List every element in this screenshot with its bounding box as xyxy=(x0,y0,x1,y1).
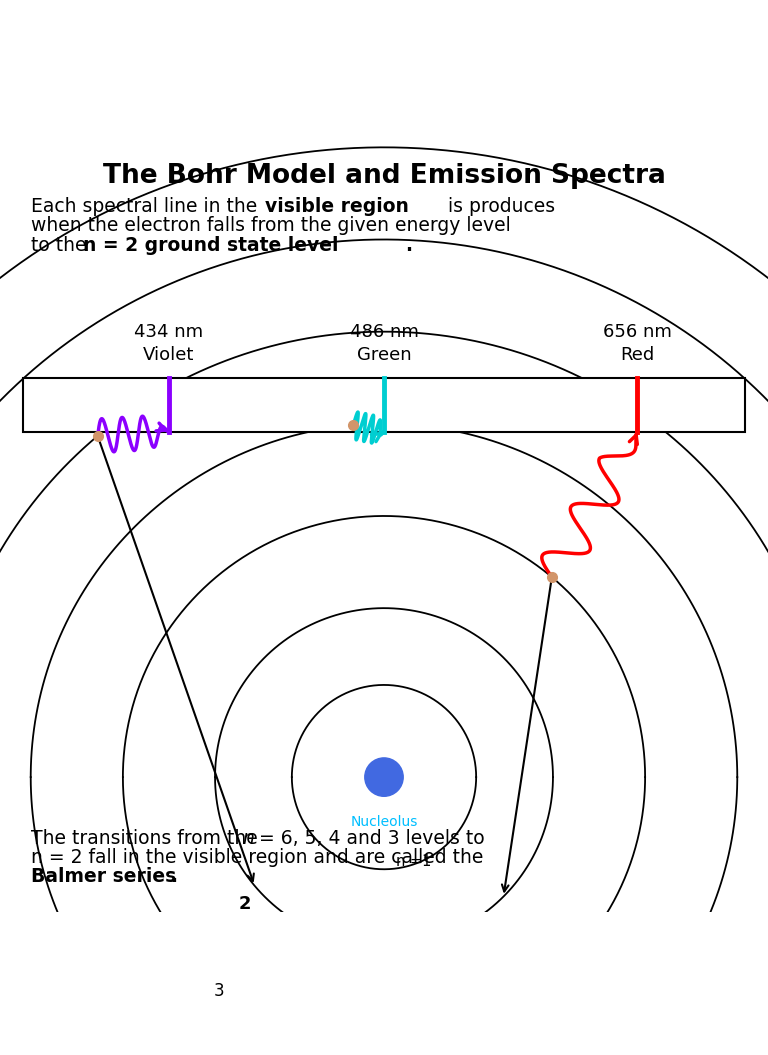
Text: when the electron falls from the given energy level: when the electron falls from the given e… xyxy=(31,216,511,235)
Circle shape xyxy=(365,757,403,797)
Text: Each spectral line in the: Each spectral line in the xyxy=(31,197,263,216)
Text: to the: to the xyxy=(31,235,92,254)
Text: Nucleolus: Nucleolus xyxy=(350,816,418,829)
Text: Green: Green xyxy=(356,346,412,364)
Text: 2: 2 xyxy=(239,896,252,914)
Text: Violet: Violet xyxy=(144,346,194,364)
Bar xyxy=(23,378,745,431)
Text: 486 nm: 486 nm xyxy=(349,323,419,341)
Text: Red: Red xyxy=(621,346,654,364)
Text: = 6, 5, 4 and 3 levels to: = 6, 5, 4 and 3 levels to xyxy=(253,828,485,847)
Text: Balmer series: Balmer series xyxy=(31,867,176,886)
Text: 3: 3 xyxy=(214,982,224,1000)
Text: .: . xyxy=(406,235,412,254)
Text: 434 nm: 434 nm xyxy=(134,323,204,341)
Text: n = 2 ground state level: n = 2 ground state level xyxy=(83,235,339,254)
Text: The Bohr Model and Emission Spectra: The Bohr Model and Emission Spectra xyxy=(103,162,665,189)
Text: 656 nm: 656 nm xyxy=(603,323,672,341)
Text: visible region: visible region xyxy=(265,197,409,216)
Text: The transitions from the: The transitions from the xyxy=(31,828,263,847)
Text: is produces: is produces xyxy=(442,197,554,216)
Text: n: n xyxy=(242,828,253,847)
Text: .: . xyxy=(170,867,177,886)
Text: n =1: n =1 xyxy=(396,855,431,869)
Text: n = 2 fall in the visible region and are called the: n = 2 fall in the visible region and are… xyxy=(31,848,483,867)
